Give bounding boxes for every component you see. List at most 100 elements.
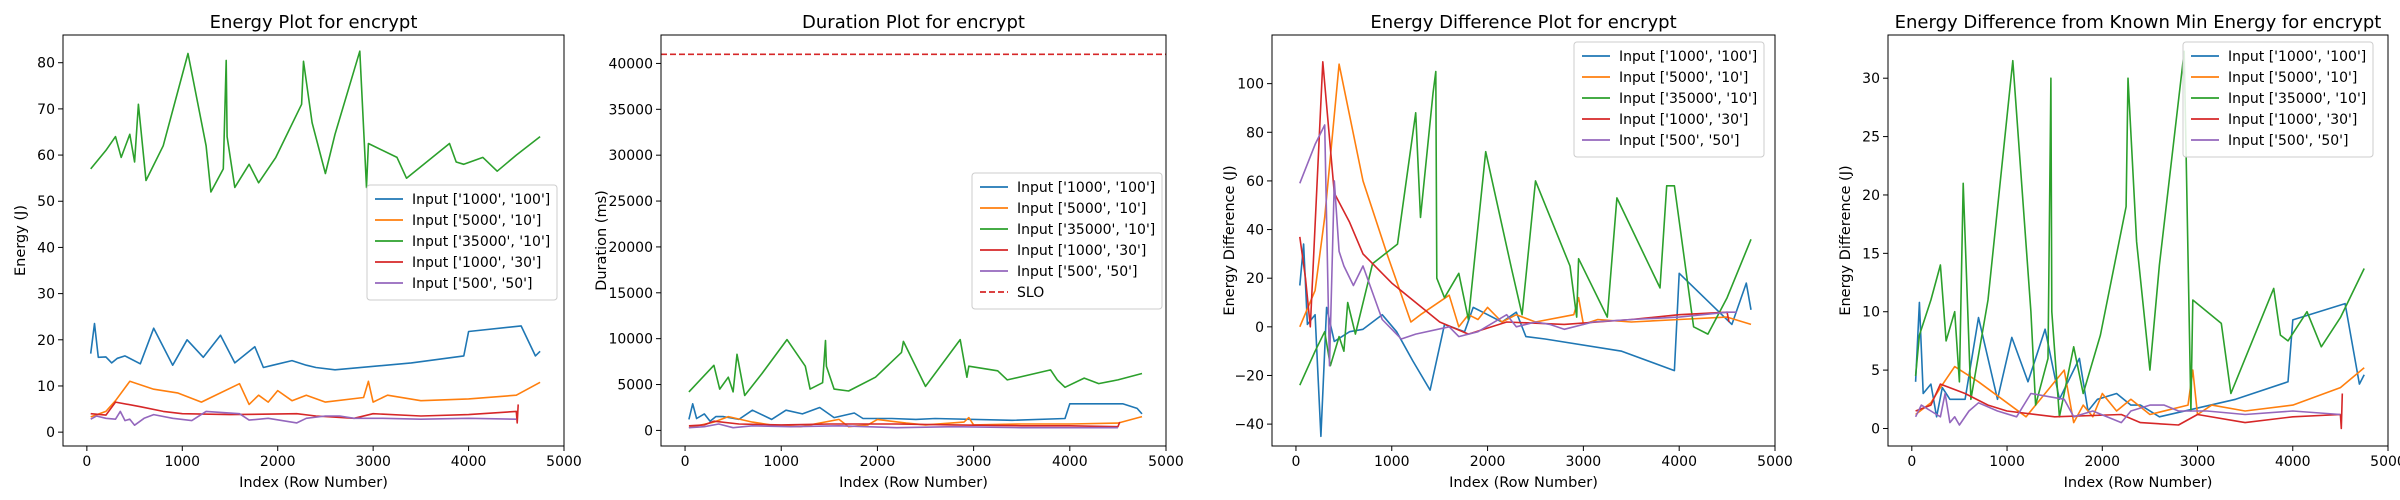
series-line-2 — [1915, 365, 2365, 424]
y-tick-label: −20 — [1234, 368, 1264, 384]
x-tick-label: 4000 — [2275, 454, 2311, 470]
legend-label: SLO — [1017, 285, 1044, 301]
y-tick-label: 20 — [37, 333, 55, 349]
y-tick-label: 30 — [37, 287, 55, 303]
series-line-1 — [89, 322, 541, 371]
x-axis-label: Index (Row Number) — [1449, 475, 1598, 491]
x-tick-label: 1000 — [763, 454, 799, 470]
y-tick-label: 100 — [1237, 77, 1264, 93]
legend-frame — [1573, 41, 1765, 158]
legend-label: Input ['1000', '100'] — [1619, 49, 1757, 65]
y-tick-label: 40000 — [608, 56, 653, 72]
legend-label: Input ['35000', '10'] — [412, 234, 550, 250]
chart-title: Duration Plot for encrypt — [802, 12, 1025, 33]
y-tick-label: 10 — [37, 379, 55, 395]
y-tick-label: 40 — [1246, 223, 1264, 239]
legend-label: Input ['5000', '10'] — [412, 213, 541, 229]
y-tick-label: −40 — [1234, 417, 1264, 433]
x-tick-label: 5000 — [1757, 454, 1793, 470]
y-tick-label: 0 — [644, 423, 653, 439]
legend-label: Input ['1000', '30'] — [1017, 243, 1146, 259]
x-tick-label: 5000 — [2370, 454, 2400, 470]
chart-title: Energy Difference Plot for encrypt — [1370, 12, 1676, 33]
legend-frame — [2182, 41, 2374, 158]
legend-label: Input ['500', '50'] — [1017, 264, 1137, 280]
axes-frame — [1271, 34, 1776, 447]
legend-frame — [971, 172, 1163, 310]
series-line-2 — [1299, 63, 1752, 328]
series-line-5 — [1299, 124, 1737, 367]
y-tick-label: 60 — [1246, 174, 1264, 190]
y-tick-label: 15 — [1862, 246, 1880, 262]
legend-label: Input ['35000', '10'] — [1619, 91, 1757, 107]
chart-3: 0 1000 2000 3000 4000 5000 −40 −20 0 20 40 60 80 100 E… — [1222, 12, 1793, 491]
x-axis-label: Index (Row Number) — [2064, 475, 2213, 491]
chart-title: Energy Plot for encrypt — [210, 12, 418, 33]
series-line-5 — [1914, 392, 2341, 426]
y-tick-label: 10 — [1862, 305, 1880, 321]
y-tick-label: 50 — [37, 194, 55, 210]
legend-label: Input ['500', '50'] — [1619, 133, 1739, 149]
series-line-3 — [1299, 70, 1752, 386]
legend-label: Input ['5000', '10'] — [1017, 201, 1146, 217]
chart-2: 0 1000 2000 3000 4000 5000 0 5000 10000 15000 2000… — [594, 12, 1184, 491]
legend-label: Input ['5000', '10'] — [1619, 70, 1748, 86]
series-line-4 — [688, 420, 1121, 428]
plot-area — [661, 53, 1166, 429]
y-tick-label: 5 — [1871, 363, 1880, 379]
y-axis-label: Duration (ms) — [594, 190, 610, 291]
series-line-4 — [1915, 383, 2344, 430]
x-tick-label: 3000 — [956, 454, 992, 470]
plot-area — [1299, 61, 1752, 438]
series-line-4 — [1299, 61, 1730, 335]
x-axis-label: Index (Row Number) — [839, 475, 988, 491]
x-tick-label: 1000 — [164, 454, 200, 470]
x-tick-label: 1000 — [1989, 454, 2025, 470]
legend: Input ['1000', '100'] Input ['5000', '10'… — [971, 172, 1163, 310]
x-tick-label: 4000 — [451, 454, 487, 470]
legend-label: Input ['1000', '100'] — [412, 192, 550, 208]
y-tick-label: 5000 — [617, 378, 653, 394]
x-tick-label: 3000 — [355, 454, 391, 470]
x-tick-label: 1000 — [1374, 454, 1410, 470]
y-tick-label: 0 — [46, 425, 55, 441]
legend: Input ['1000', '100'] Input ['5000', '10'… — [1573, 41, 1765, 158]
y-axis-label: Energy Difference (J) — [1222, 165, 1238, 315]
series-line-1 — [1914, 301, 2365, 418]
series-line-4 — [90, 401, 519, 424]
legend-label: Input ['1000', '100'] — [1017, 180, 1155, 196]
x-tick-label: 2000 — [260, 454, 296, 470]
series-line-3 — [90, 50, 541, 193]
y-tick-label: 80 — [1246, 125, 1264, 141]
x-tick-label: 0 — [1907, 454, 1916, 470]
y-tick-label: 15000 — [608, 286, 653, 302]
legend-label: Input ['500', '50'] — [2228, 133, 2348, 149]
x-tick-label: 2000 — [1470, 454, 1506, 470]
x-tick-label: 0 — [1291, 454, 1300, 470]
x-tick-label: 2000 — [2084, 454, 2120, 470]
y-tick-label: 10000 — [608, 332, 653, 348]
legend-label: Input ['500', '50'] — [412, 276, 532, 292]
y-tick-label: 20000 — [608, 240, 653, 256]
chart-title: Energy Difference from Known Min Energy … — [1895, 12, 2382, 33]
legend-frame — [366, 184, 558, 301]
x-tick-label: 4000 — [1661, 454, 1697, 470]
axes-frame — [660, 34, 1167, 447]
y-tick-label: 80 — [37, 56, 55, 72]
y-tick-label: 30 — [1862, 71, 1880, 87]
series-line-5 — [688, 423, 1118, 429]
y-axis-label: Energy Difference (J) — [1838, 165, 1854, 315]
y-tick-label: 60 — [37, 148, 55, 164]
x-tick-label: 3000 — [2180, 454, 2216, 470]
plot-area — [89, 50, 541, 426]
legend-label: Input ['1000', '30'] — [412, 255, 541, 271]
x-tick-label: 5000 — [546, 454, 582, 470]
x-tick-label: 4000 — [1052, 454, 1088, 470]
legend: Input ['1000', '100'] Input ['5000', '10'… — [366, 184, 558, 301]
series-line-5 — [90, 410, 517, 426]
series-line-3 — [1914, 50, 2365, 418]
series-line-1 — [688, 403, 1143, 422]
chart-4: 0 1000 2000 3000 4000 5000 0 5 10 15 20 25 30 Energy … — [1838, 12, 2400, 491]
y-tick-label: 0 — [1255, 320, 1264, 336]
y-tick-label: 0 — [1871, 421, 1880, 437]
